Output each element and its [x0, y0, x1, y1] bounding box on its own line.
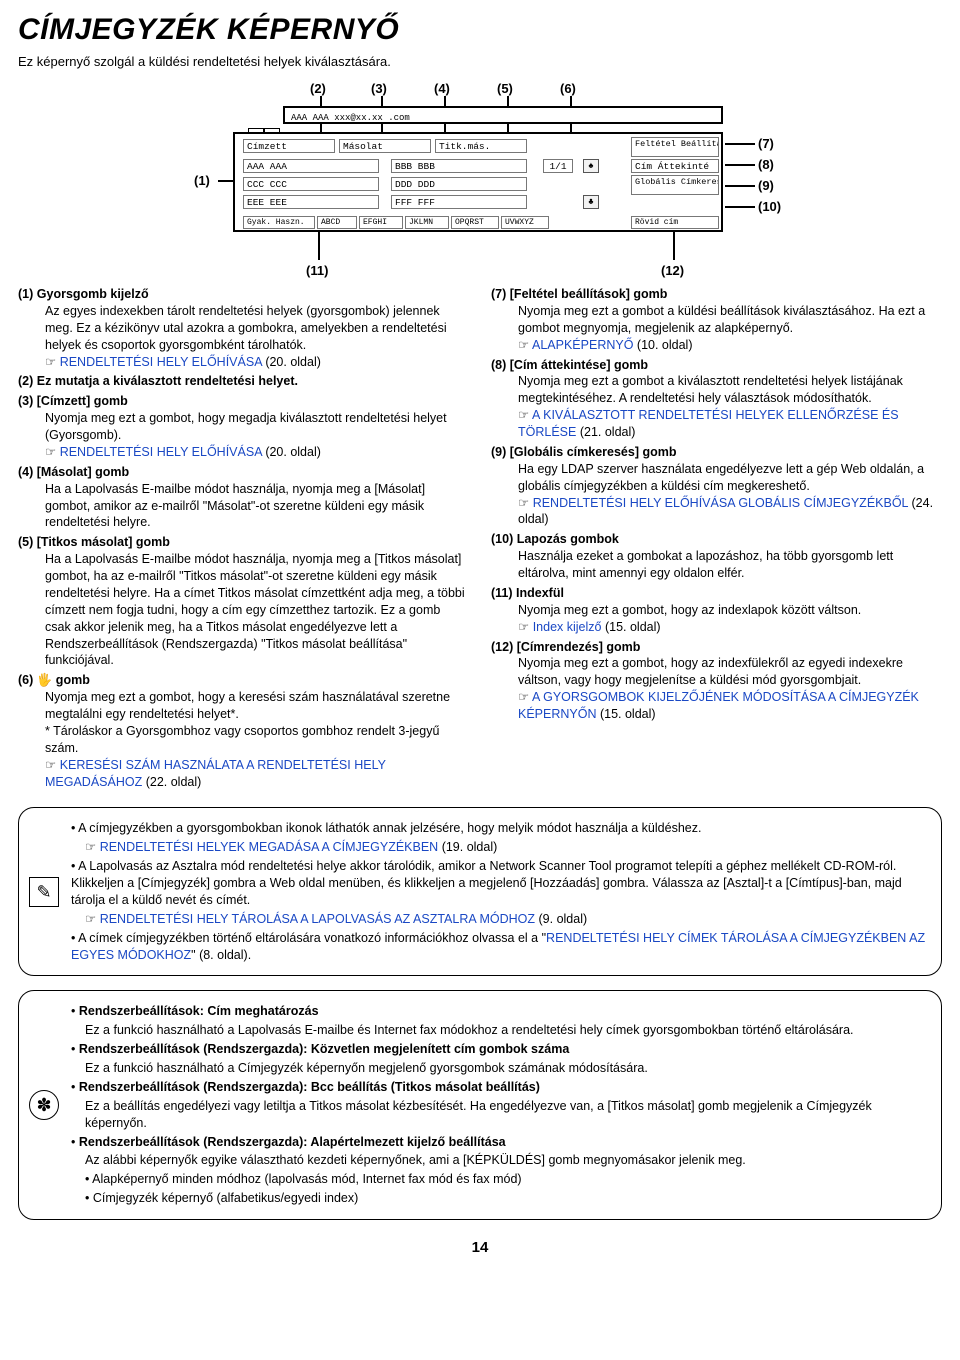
- left-column: (1) Gyorsgomb kijelzőAz egyes indexekben…: [18, 286, 469, 793]
- subtitle: Ez képernyő szolgál a küldési rendelteté…: [18, 53, 942, 71]
- callout-1: (1): [194, 172, 210, 190]
- callout-3: (3): [371, 80, 387, 98]
- pencil-icon: ✎: [29, 877, 59, 907]
- panel: Címzett Másolat Titk.más. Feltétel Beáll…: [233, 132, 723, 232]
- callout-8: (8): [758, 156, 774, 174]
- info-box-1: ✎ A címjegyzékben a gyorsgombokban ikono…: [18, 807, 942, 976]
- callout-7: (7): [758, 135, 774, 153]
- page-title: CÍMJEGYZÉK KÉPERNYŐ: [18, 10, 942, 51]
- callout-10: (10): [758, 198, 781, 216]
- callout-9: (9): [758, 177, 774, 195]
- callout-2: (2): [310, 80, 326, 98]
- callout-6: (6): [560, 80, 576, 98]
- right-column: (7) [Feltétel beállítások] gombNyomja me…: [491, 286, 942, 793]
- callout-11: (11): [306, 262, 328, 280]
- page-number: 14: [18, 1238, 942, 1258]
- callout-12: (12): [661, 262, 684, 280]
- callout-5: (5): [497, 80, 513, 98]
- topbar: AAA AAA xxx@xx.xx .com: [283, 106, 723, 124]
- gear-icon: ✽: [29, 1090, 59, 1120]
- diagram: (2) (3) (4) (5) (6) AAA AAA xxx@xx.xx .c…: [18, 80, 942, 280]
- callout-4: (4): [434, 80, 450, 98]
- info-box-2: ✽ Rendszerbeállítások: Cím meghatározásE…: [18, 990, 942, 1220]
